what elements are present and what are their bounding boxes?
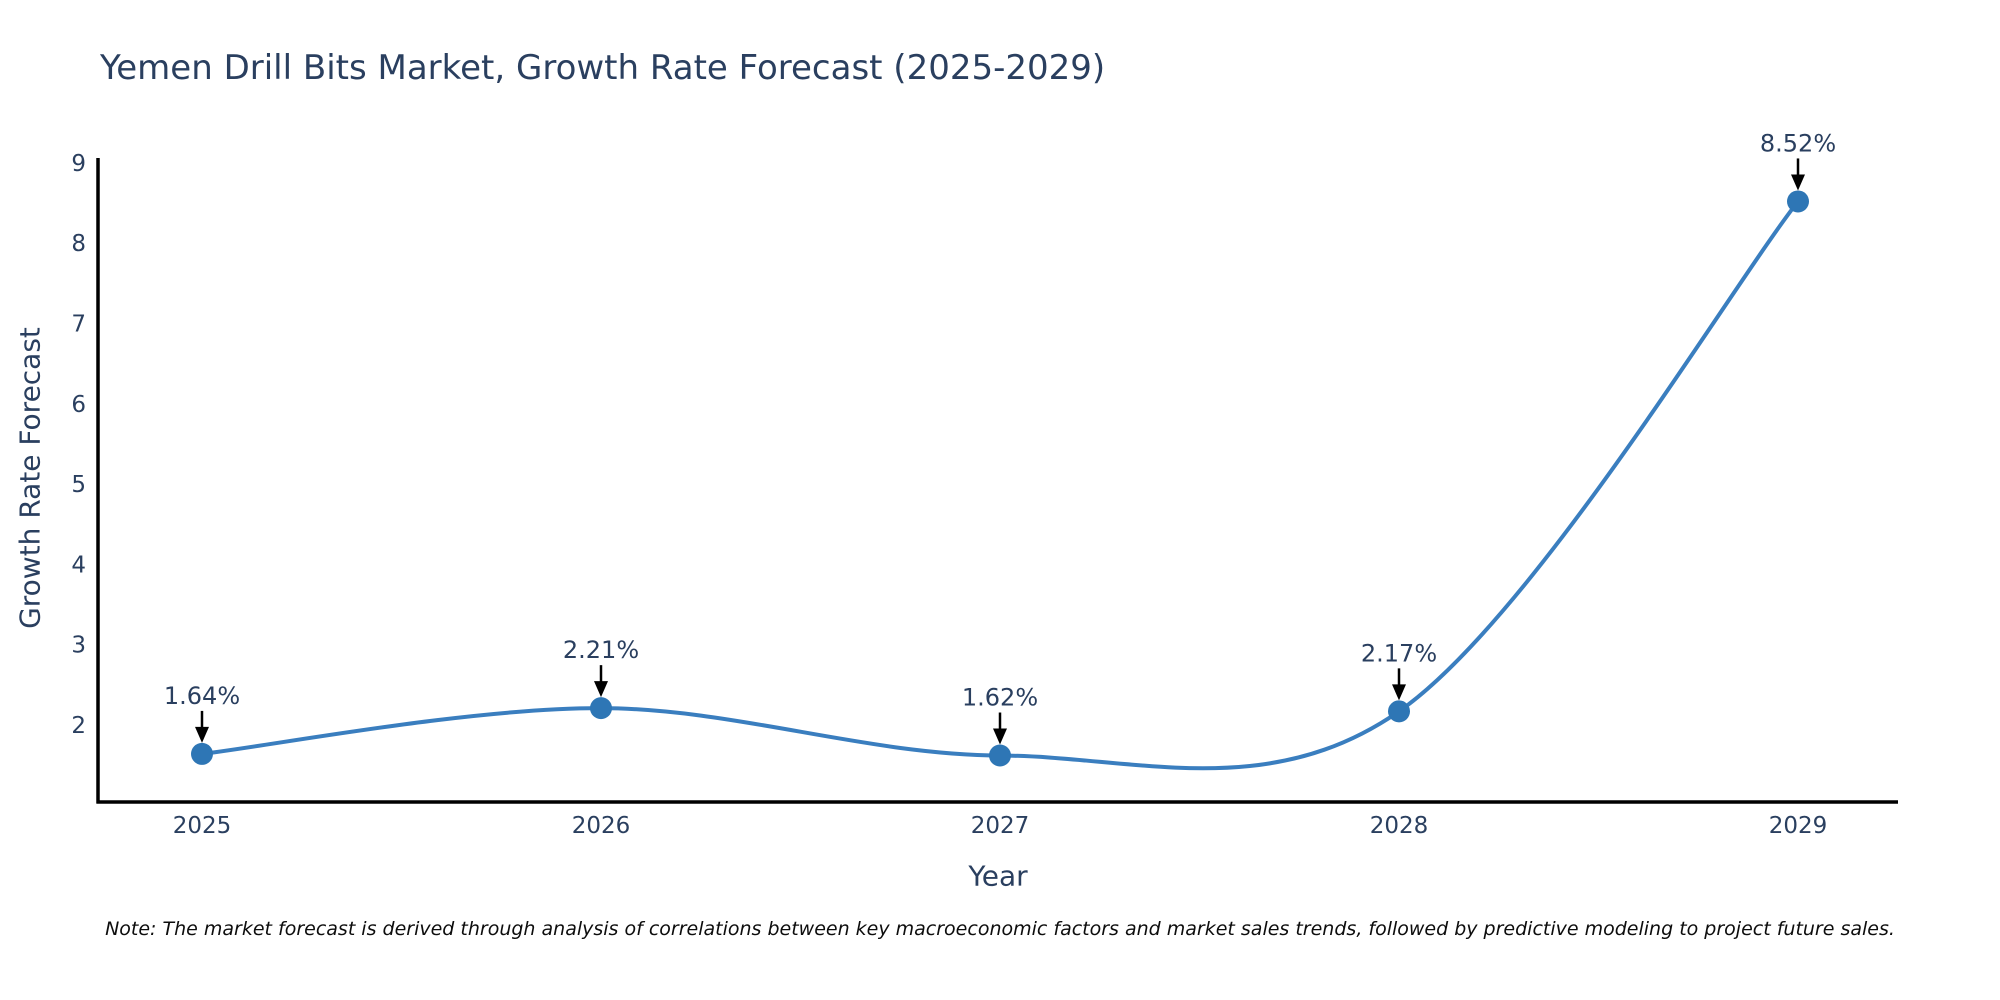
annotation-label: 1.64% [164, 682, 240, 710]
footnote: Note: The market forecast is derived thr… [105, 918, 1895, 940]
annotation-2025: 1.64% [164, 682, 240, 743]
annotation-arrowhead-icon [993, 728, 1007, 745]
y-tick-label: 4 [71, 552, 86, 578]
y-tick-label: 2 [71, 713, 86, 739]
data-point-2028[interactable] [1388, 700, 1410, 723]
data-point-2026[interactable] [590, 697, 612, 720]
y-tick-label: 8 [71, 231, 86, 257]
y-tick-label: 3 [71, 633, 86, 659]
y-tick-label: 5 [71, 472, 86, 498]
y-tick-label: 9 [71, 151, 86, 177]
annotation-arrowhead-icon [1791, 174, 1805, 191]
point-annotations: 1.64% 2.21% 1.62% 2.17% 8.52% [164, 129, 1836, 745]
annotation-arrowhead-icon [594, 681, 608, 698]
annotation-2027: 1.62% [962, 684, 1038, 745]
tick-labels: 2 3 4 5 6 7 8 9 2025 2026 2027 2028 2029 [71, 151, 1827, 839]
annotation-2028: 2.17% [1361, 639, 1437, 701]
annotation-2029: 8.52% [1760, 129, 1836, 191]
y-tick-label: 6 [71, 392, 86, 418]
forecast-line [200, 199, 1800, 771]
annotation-label: 8.52% [1760, 129, 1836, 157]
x-tick-label: 2025 [173, 813, 232, 839]
x-tick-label: 2026 [572, 813, 631, 839]
annotation-arrowhead-icon [1392, 684, 1406, 701]
x-tick-label: 2028 [1370, 813, 1429, 839]
data-point-2027[interactable] [989, 744, 1011, 767]
axes [96, 158, 1898, 804]
y-tick-label: 7 [71, 312, 86, 338]
growth-rate-series [191, 190, 1809, 771]
chart-title: Yemen Drill Bits Market, Growth Rate For… [100, 48, 1106, 88]
y-axis-label: Growth Rate Forecast [13, 327, 47, 629]
annotation-label: 1.62% [962, 684, 1038, 712]
annotation-2026: 2.21% [563, 636, 639, 698]
annotation-label: 2.17% [1361, 639, 1437, 667]
x-tick-label: 2027 [971, 813, 1030, 839]
annotation-label: 2.21% [563, 636, 639, 664]
annotation-arrowhead-icon [195, 726, 209, 743]
x-axis-label: Year [968, 859, 1028, 893]
data-point-2025[interactable] [191, 742, 213, 765]
data-point-2029[interactable] [1787, 190, 1809, 213]
x-tick-label: 2029 [1769, 813, 1828, 839]
